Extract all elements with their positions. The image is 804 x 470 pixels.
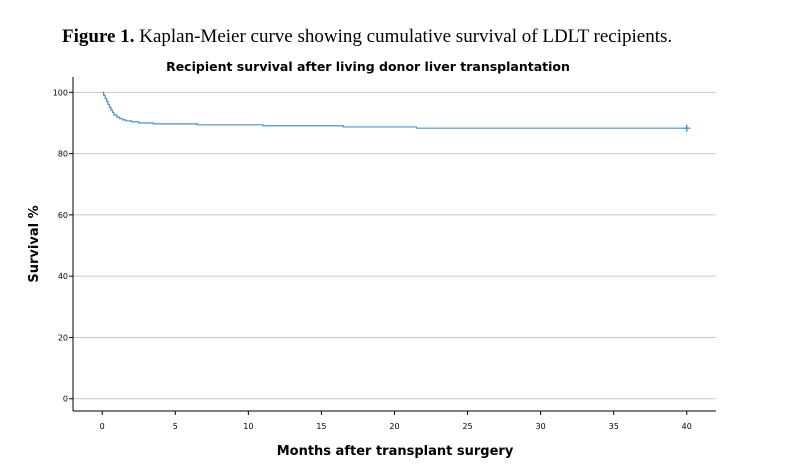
y-tick-labels: 0 20 40 60 80 100 bbox=[53, 88, 73, 404]
censor-mark-0 bbox=[683, 124, 691, 132]
x-tick-label-25: 25 bbox=[462, 422, 472, 431]
y-tick-label-0: 0 bbox=[63, 395, 68, 404]
survival-curve bbox=[102, 91, 691, 132]
figure-caption-text: Kaplan-Meier curve showing cumulative su… bbox=[134, 26, 673, 47]
y-tick-label-80: 80 bbox=[58, 150, 68, 159]
y-tick-label-20: 20 bbox=[58, 333, 68, 342]
x-tick-label-10: 10 bbox=[243, 422, 253, 431]
figure-label: Figure 1. bbox=[62, 26, 135, 47]
figure-caption: Figure 1. Kaplan-Meier curve showing cum… bbox=[62, 26, 672, 48]
y-tick-label-60: 60 bbox=[58, 211, 68, 220]
chart-title: Recipient survival after living donor li… bbox=[166, 59, 570, 74]
x-tick-label-20: 20 bbox=[389, 422, 399, 431]
x-axis-label: Months after transplant surgery bbox=[277, 444, 514, 459]
gridlines bbox=[73, 91, 716, 400]
y-axis-label: Survival % bbox=[27, 205, 42, 282]
y-tick-label-100: 100 bbox=[53, 88, 68, 97]
x-tick-label-40: 40 bbox=[682, 422, 692, 431]
x-tick-label-5: 5 bbox=[173, 422, 178, 431]
x-tick-labels: 0 5 10 15 20 25 30 35 40 bbox=[100, 411, 692, 431]
x-tick-label-0: 0 bbox=[100, 422, 105, 431]
survival-line-0 bbox=[102, 91, 687, 129]
y-tick-label-40: 40 bbox=[58, 272, 68, 281]
x-tick-label-15: 15 bbox=[316, 422, 326, 431]
x-tick-label-35: 35 bbox=[609, 422, 619, 431]
x-tick-label-30: 30 bbox=[536, 422, 546, 431]
